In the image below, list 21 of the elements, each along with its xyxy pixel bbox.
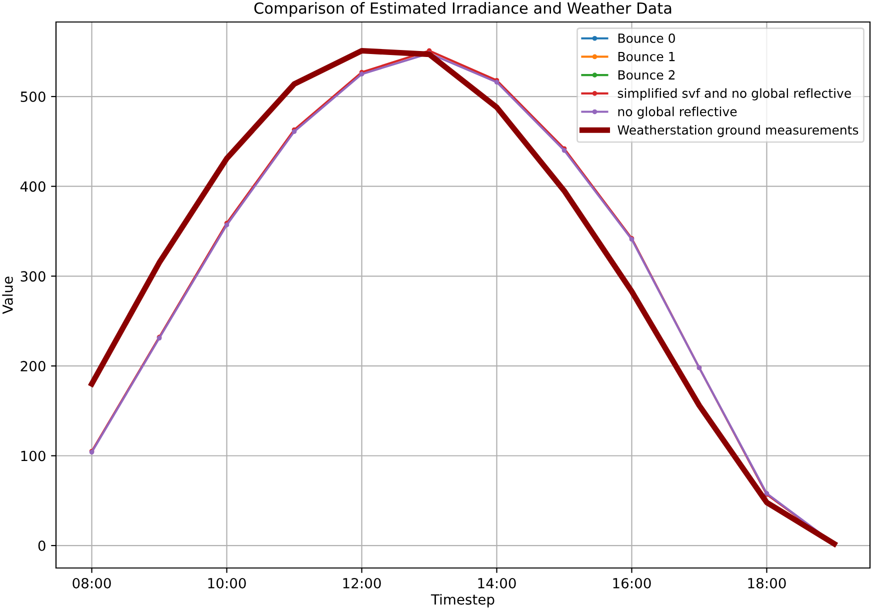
chart-title: Comparison of Estimated Irradiance and Weather Data (254, 2, 672, 17)
y-tick-label: 100 (21, 450, 46, 462)
x-tick-label: 08:00 (72, 578, 111, 588)
y-tick-label: 300 (20, 271, 46, 282)
x-tick-label: 14:00 (478, 578, 516, 588)
legend-label: Weatherstation ground measurements (618, 124, 858, 138)
x-tick-label: 12:00 (343, 578, 381, 588)
y-tick-label: 400 (20, 181, 46, 192)
x-axis-title: Timestep (430, 594, 494, 608)
legend-label: Bounce 2 (618, 70, 675, 80)
y-tick-label: 500 (20, 92, 46, 102)
legend-label: no global reflective (618, 106, 737, 119)
x-tick-label: 10:00 (208, 578, 246, 588)
legend-label: Bounce 0 (618, 33, 675, 43)
y-tick-label: 200 (20, 360, 46, 372)
legend-label: Bounce 1 (618, 52, 675, 62)
legend-label: simplified svf and no global reflective (618, 88, 851, 100)
x-tick-label: 18:00 (748, 578, 786, 588)
y-tick-label: 0 (38, 540, 46, 552)
x-tick-label: 16:00 (613, 578, 651, 588)
y-axis-title: Value (2, 276, 13, 314)
